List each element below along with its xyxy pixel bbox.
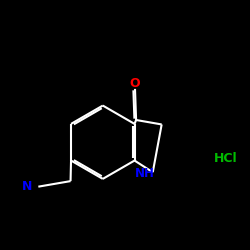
Text: NH: NH	[135, 167, 155, 180]
Text: HCl: HCl	[214, 152, 238, 166]
Text: N: N	[22, 180, 32, 193]
Text: O: O	[130, 78, 140, 90]
